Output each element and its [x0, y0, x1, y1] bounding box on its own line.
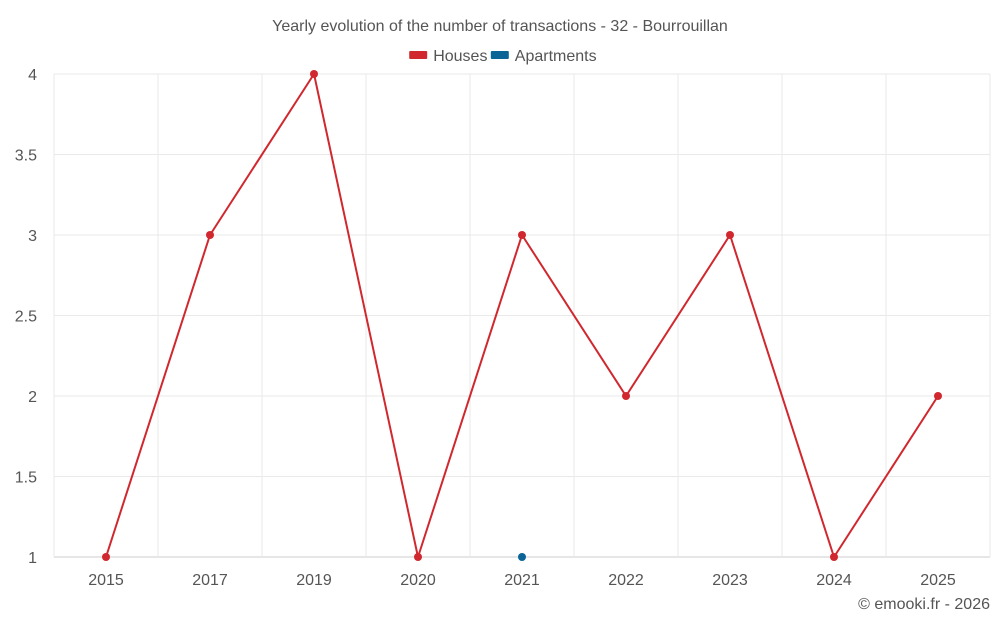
- legend-label-apartments: Apartments: [515, 48, 597, 65]
- legend: Houses Apartments: [409, 48, 597, 65]
- legend-swatch-houses: [409, 51, 428, 59]
- chart-title: Yearly evolution of the number of transa…: [272, 18, 728, 35]
- y-tick-label: 2: [28, 389, 37, 406]
- credit-text: © emooki.fr - 2026: [858, 596, 990, 613]
- houses-point: [830, 553, 838, 561]
- y-tick-label: 3: [28, 228, 37, 245]
- houses-point: [726, 231, 734, 239]
- x-tick-label: 2021: [504, 572, 540, 589]
- y-tick-label: 1: [28, 550, 37, 567]
- y-tick-label: 1.5: [15, 470, 37, 487]
- houses-point: [206, 231, 214, 239]
- grid: [53, 73, 991, 558]
- houses-point: [622, 392, 630, 400]
- x-tick-label: 2024: [816, 572, 852, 589]
- houses-point: [414, 553, 422, 561]
- x-tick-label: 2023: [712, 572, 748, 589]
- legend-label-houses: Houses: [433, 48, 487, 65]
- houses-point: [310, 70, 318, 78]
- x-tick-label: 2020: [400, 572, 436, 589]
- houses-point: [518, 231, 526, 239]
- x-axis: 2015 2017 2019 2020 2021 2022 2023 2024 2025: [88, 572, 956, 589]
- y-tick-label: 3.5: [15, 148, 37, 165]
- houses-point: [934, 392, 942, 400]
- legend-swatch-apartments: [490, 51, 509, 59]
- houses-point: [102, 553, 110, 561]
- x-tick-label: 2019: [296, 572, 332, 589]
- apartments-point: [518, 553, 526, 561]
- y-axis: 1 1.5 2 2.5 3 3.5 4: [15, 67, 37, 567]
- y-tick-label: 2.5: [15, 309, 37, 326]
- x-tick-label: 2015: [88, 572, 124, 589]
- x-tick-label: 2017: [192, 572, 228, 589]
- x-tick-label: 2025: [920, 572, 956, 589]
- series-layer: [102, 70, 942, 561]
- y-tick-label: 4: [28, 67, 37, 84]
- x-tick-label: 2022: [608, 572, 644, 589]
